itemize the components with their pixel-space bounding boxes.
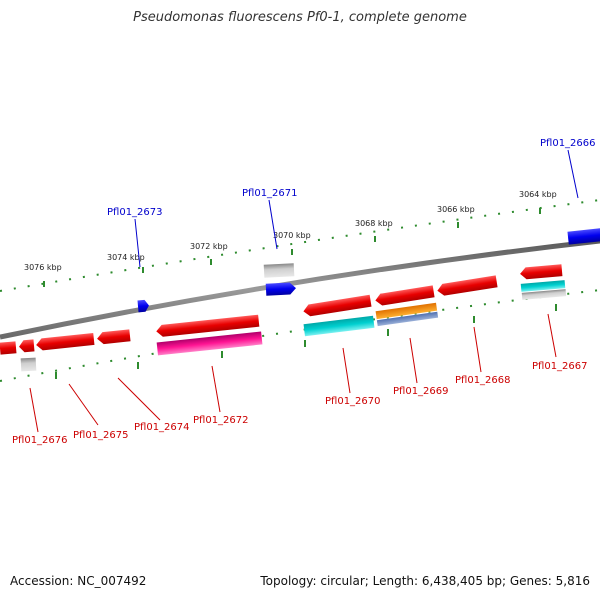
gene-label[interactable]: Pfl01_2670 [325,396,381,407]
genome-backbone [0,238,600,340]
inner-ruler [0,289,600,382]
gene-feature[interactable] [521,289,567,300]
gene-feature[interactable] [374,285,435,306]
gene-feature[interactable] [376,311,439,327]
gene-feature[interactable] [263,263,295,278]
gene-feature[interactable] [96,329,131,345]
scale-label: 3072 kbp [190,242,228,251]
gene-label[interactable]: Pfl01_2674 [134,422,190,433]
gene-feature[interactable] [375,302,438,320]
gene-feature[interactable] [436,275,498,296]
gene-feature[interactable] [303,315,375,337]
inner-major-ticks [55,304,557,379]
gene-feature[interactable] [137,299,149,313]
gene-feature[interactable] [36,333,95,351]
gene-feature[interactable] [156,331,263,356]
reverse-strand-genes [0,280,567,372]
gene-feature[interactable] [520,264,563,280]
scale-label: 3074 kbp [107,253,145,262]
gene-label[interactable]: Pfl01_2673 [107,207,163,218]
gene-feature[interactable] [0,341,17,355]
outer-ruler [0,199,600,292]
gene-label[interactable]: Pfl01_2666 [540,138,596,149]
gene-feature[interactable] [567,227,600,245]
scale-labels: 3076 kbp 3074 kbp 3072 kbp 3070 kbp 3068… [24,190,557,272]
gene-labels-bottom: Pfl01_2676 Pfl01_2675 Pfl01_2674 Pfl01_2… [12,361,588,446]
gene-label[interactable]: Pfl01_2672 [193,415,249,426]
gene-feature[interactable] [520,280,566,292]
gene-feature[interactable] [20,357,37,372]
map-title: Pseudomonas fluorescens Pf0-1, complete … [133,10,467,25]
forward-strand-genes [137,227,600,317]
scale-label: 3066 kbp [437,205,475,214]
gene-feature[interactable] [302,294,372,317]
gene-labels-top: Pfl01_2673 Pfl01_2671 Pfl01_2666 [107,138,596,218]
accession-info: Accession: NC_007492 [10,574,147,588]
scale-label: 3070 kbp [273,231,311,240]
leader-lines-bottom [29,313,557,433]
gene-label[interactable]: Pfl01_2671 [242,188,298,199]
scale-label: 3076 kbp [24,263,62,272]
gene-label[interactable]: Pfl01_2667 [532,361,588,372]
gene-label[interactable]: Pfl01_2675 [73,430,129,441]
gene-label[interactable]: Pfl01_2668 [455,375,511,386]
scale-label: 3068 kbp [355,219,393,228]
gene-label[interactable]: Pfl01_2669 [393,386,449,397]
topology-info: Topology: circular; Length: 6,438,405 bp… [260,574,590,588]
leader-lines-top [134,149,579,268]
scale-label: 3064 kbp [519,190,557,199]
gene-feature[interactable] [156,314,260,338]
gene-feature[interactable] [265,282,297,296]
gene-feature[interactable] [19,339,35,353]
outer-major-ticks [43,208,541,287]
gene-label[interactable]: Pfl01_2676 [12,435,68,446]
